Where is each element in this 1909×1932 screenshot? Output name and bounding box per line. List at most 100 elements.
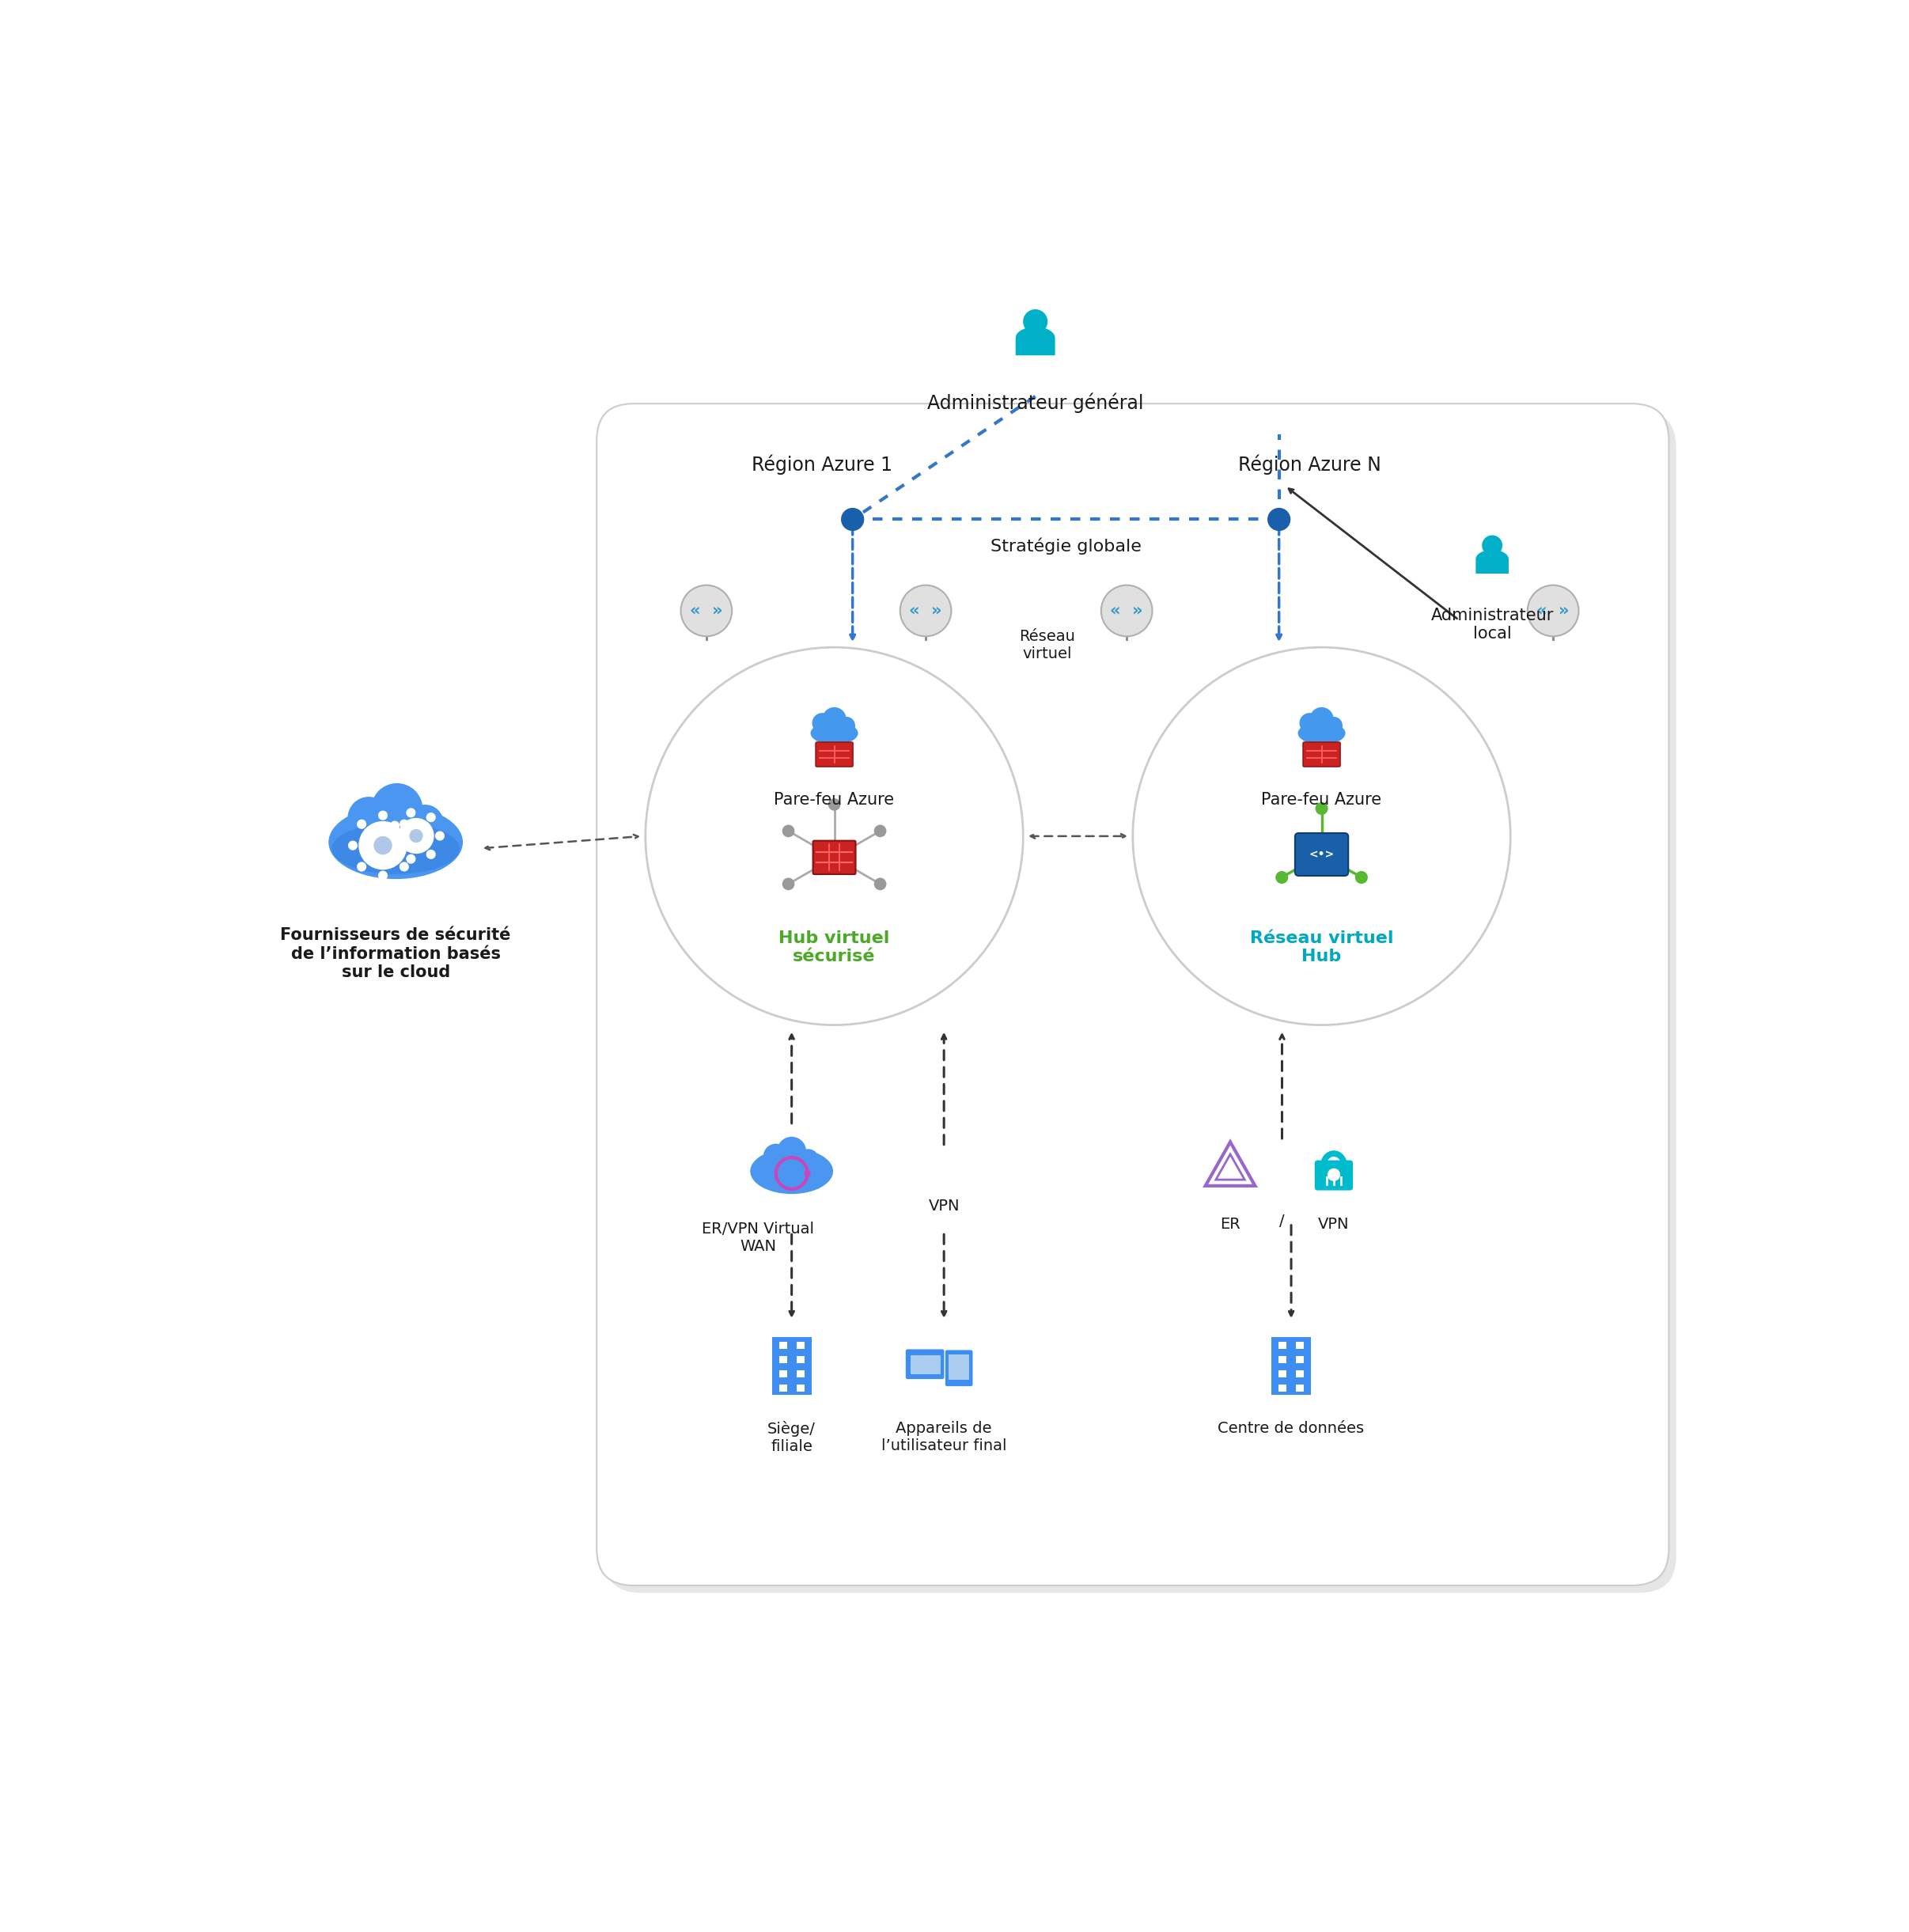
Text: «  »: « » [689, 603, 724, 618]
Circle shape [389, 821, 399, 831]
Text: Stratégie globale: Stratégie globale [991, 537, 1142, 554]
Circle shape [874, 825, 886, 837]
Ellipse shape [750, 1148, 832, 1194]
Circle shape [645, 647, 1023, 1026]
FancyBboxPatch shape [779, 1370, 787, 1378]
FancyBboxPatch shape [779, 1385, 787, 1391]
Ellipse shape [328, 806, 462, 879]
FancyBboxPatch shape [1296, 1341, 1304, 1349]
Text: Administrateur général: Administrateur général [928, 392, 1143, 413]
Circle shape [357, 819, 367, 829]
Circle shape [1325, 717, 1342, 734]
Text: Réseau virtuel
Hub: Réseau virtuel Hub [1250, 931, 1394, 964]
Circle shape [1310, 707, 1334, 732]
FancyBboxPatch shape [796, 1370, 804, 1378]
Text: Centre de données: Centre de données [1218, 1420, 1365, 1435]
Circle shape [1527, 585, 1579, 636]
Circle shape [347, 796, 389, 838]
Text: ER/VPN Virtual
WAN: ER/VPN Virtual WAN [703, 1221, 815, 1254]
Text: «  »: « » [1537, 603, 1569, 618]
FancyBboxPatch shape [1279, 1385, 1287, 1391]
Text: <•>: <•> [1310, 848, 1334, 860]
Circle shape [347, 840, 357, 850]
Circle shape [811, 713, 832, 732]
Text: VPN: VPN [928, 1198, 960, 1213]
Circle shape [378, 871, 388, 881]
Circle shape [409, 840, 418, 850]
Circle shape [823, 707, 846, 732]
Text: Pare-feu Azure: Pare-feu Azure [775, 792, 895, 808]
Circle shape [399, 817, 433, 854]
Circle shape [1355, 871, 1367, 883]
FancyBboxPatch shape [771, 1337, 811, 1395]
Circle shape [1327, 1169, 1340, 1180]
Circle shape [426, 813, 435, 823]
FancyBboxPatch shape [1304, 742, 1340, 767]
Text: Région Azure 1: Région Azure 1 [752, 454, 893, 475]
FancyBboxPatch shape [1315, 1161, 1353, 1190]
Circle shape [378, 811, 388, 821]
Text: ER: ER [1220, 1217, 1241, 1233]
FancyBboxPatch shape [1279, 1356, 1287, 1364]
Circle shape [842, 508, 865, 531]
Text: Fournisseurs de sécurité
de l’information basés
sur le cloud: Fournisseurs de sécurité de l’informatio… [281, 927, 512, 980]
FancyBboxPatch shape [796, 1341, 804, 1349]
Circle shape [407, 808, 416, 817]
FancyBboxPatch shape [815, 742, 853, 767]
Text: Hub virtuel
sécurisé: Hub virtuel sécurisé [779, 931, 890, 964]
Circle shape [370, 782, 422, 835]
Ellipse shape [1298, 723, 1346, 744]
Circle shape [357, 862, 367, 871]
Circle shape [829, 798, 840, 811]
Circle shape [359, 821, 407, 869]
Polygon shape [1476, 551, 1508, 574]
Circle shape [804, 1171, 811, 1177]
FancyBboxPatch shape [598, 404, 1668, 1586]
Circle shape [389, 840, 399, 850]
Circle shape [1315, 802, 1329, 815]
Circle shape [1132, 647, 1510, 1026]
FancyBboxPatch shape [1296, 1370, 1304, 1378]
FancyBboxPatch shape [813, 840, 855, 873]
Circle shape [399, 819, 409, 829]
Circle shape [374, 837, 391, 854]
FancyBboxPatch shape [1279, 1341, 1287, 1349]
Ellipse shape [811, 723, 857, 744]
Text: /: / [1279, 1213, 1285, 1229]
Circle shape [777, 1136, 806, 1165]
FancyBboxPatch shape [796, 1356, 804, 1364]
Circle shape [783, 877, 794, 891]
Circle shape [798, 1150, 819, 1171]
Text: «  »: « » [1111, 603, 1143, 618]
Text: Région Azure N: Région Azure N [1237, 454, 1380, 475]
FancyBboxPatch shape [945, 1350, 974, 1385]
Circle shape [764, 1144, 788, 1169]
Text: «  »: « » [909, 603, 941, 618]
FancyBboxPatch shape [1296, 1356, 1304, 1364]
Circle shape [399, 862, 409, 871]
Text: Réseau
virtuel: Réseau virtuel [1019, 630, 1075, 661]
FancyBboxPatch shape [603, 412, 1676, 1592]
Circle shape [1268, 508, 1290, 531]
Circle shape [783, 825, 794, 837]
Circle shape [1481, 535, 1502, 556]
Text: Siège/
filiale: Siège/ filiale [767, 1420, 815, 1455]
Circle shape [407, 804, 443, 842]
FancyBboxPatch shape [1296, 1385, 1304, 1391]
FancyBboxPatch shape [796, 1385, 804, 1391]
Circle shape [407, 854, 416, 864]
FancyBboxPatch shape [1279, 1370, 1287, 1378]
FancyBboxPatch shape [1294, 833, 1348, 875]
FancyBboxPatch shape [779, 1341, 787, 1349]
Polygon shape [1016, 327, 1056, 355]
Circle shape [899, 585, 951, 636]
Circle shape [874, 877, 886, 891]
Circle shape [1300, 713, 1319, 732]
Circle shape [682, 585, 731, 636]
Circle shape [435, 831, 445, 840]
Circle shape [1101, 585, 1153, 636]
FancyBboxPatch shape [949, 1354, 970, 1379]
FancyBboxPatch shape [779, 1356, 787, 1364]
Circle shape [426, 850, 435, 860]
Circle shape [1023, 309, 1048, 334]
